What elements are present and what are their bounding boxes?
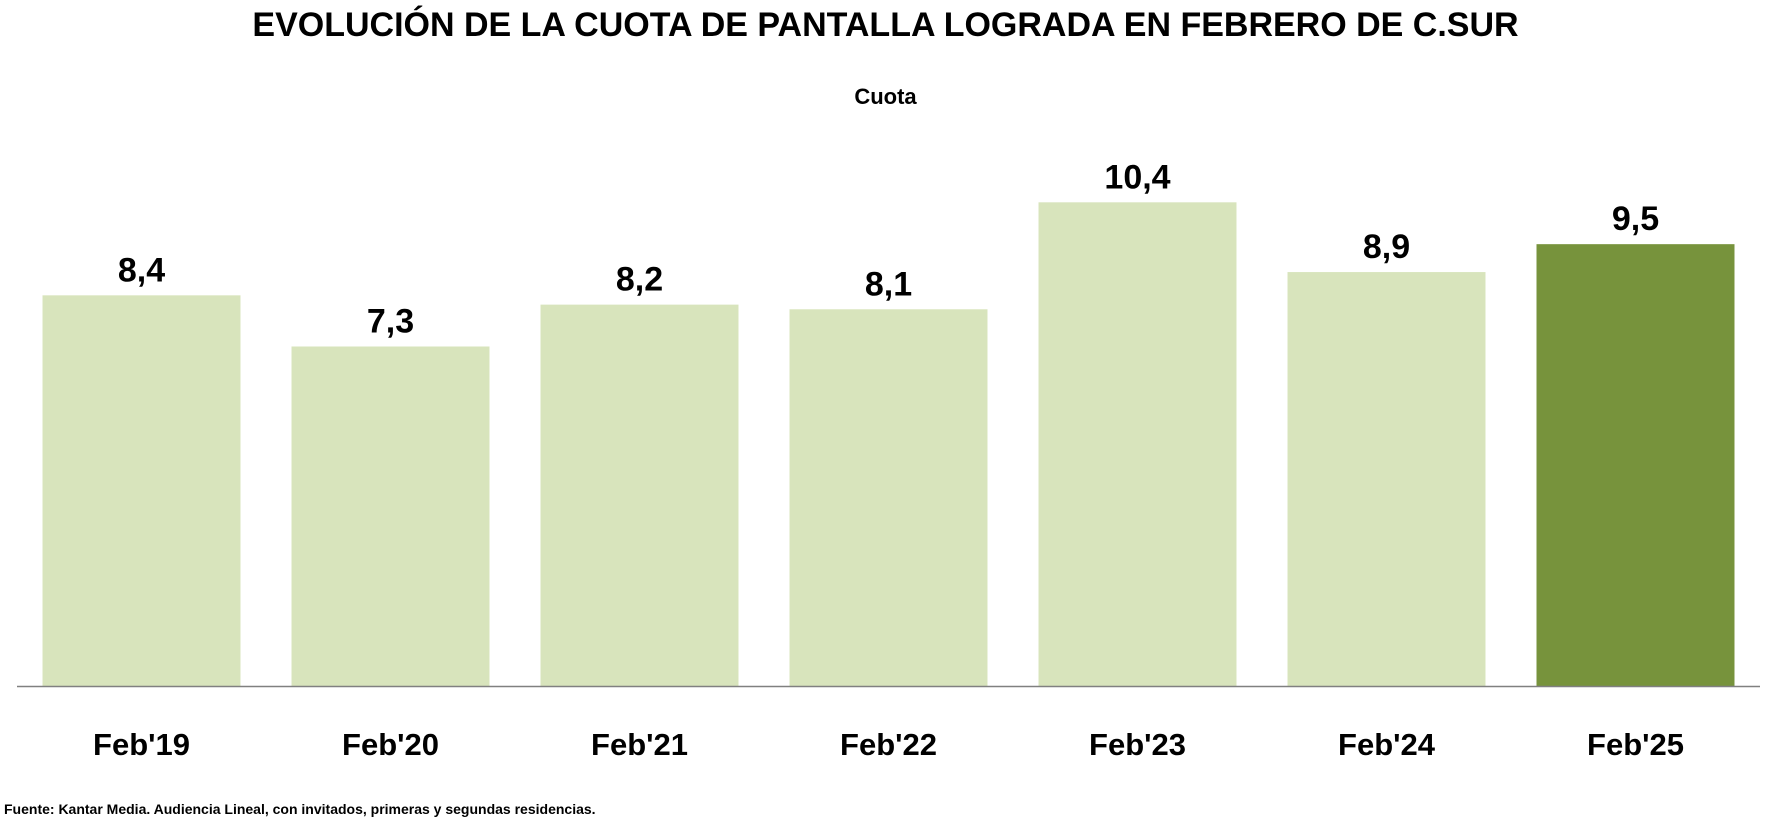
bar-Feb19 xyxy=(42,295,241,686)
chart-subtitle: Cuota xyxy=(854,84,917,109)
category-label: Feb'19 xyxy=(93,727,190,762)
category-label: Feb'21 xyxy=(591,727,688,762)
value-label: 8,2 xyxy=(616,261,663,299)
value-label: 9,5 xyxy=(1612,200,1659,238)
category-label: Feb'25 xyxy=(1587,727,1684,762)
category-label: Feb'23 xyxy=(1089,727,1186,762)
bar-Feb24 xyxy=(1287,272,1486,686)
value-label: 7,3 xyxy=(367,302,414,340)
category-label: Feb'22 xyxy=(840,727,937,762)
chart-title: EVOLUCIÓN DE LA CUOTA DE PANTALLA LOGRAD… xyxy=(252,6,1519,44)
bar-Feb20 xyxy=(291,346,490,686)
value-label: 10,4 xyxy=(1104,158,1170,196)
category-label: Feb'24 xyxy=(1338,727,1436,762)
bar-Feb22 xyxy=(789,309,988,686)
bar-Feb23 xyxy=(1038,202,1237,686)
source-footnote: Fuente: Kantar Media. Audiencia Lineal, … xyxy=(4,801,596,817)
value-label: 8,1 xyxy=(865,265,912,303)
value-label: 8,4 xyxy=(118,251,165,289)
value-label: 8,9 xyxy=(1363,228,1410,266)
category-label: Feb'20 xyxy=(342,727,439,762)
bar-Feb25 xyxy=(1536,244,1735,686)
bar-Feb21 xyxy=(540,304,739,686)
